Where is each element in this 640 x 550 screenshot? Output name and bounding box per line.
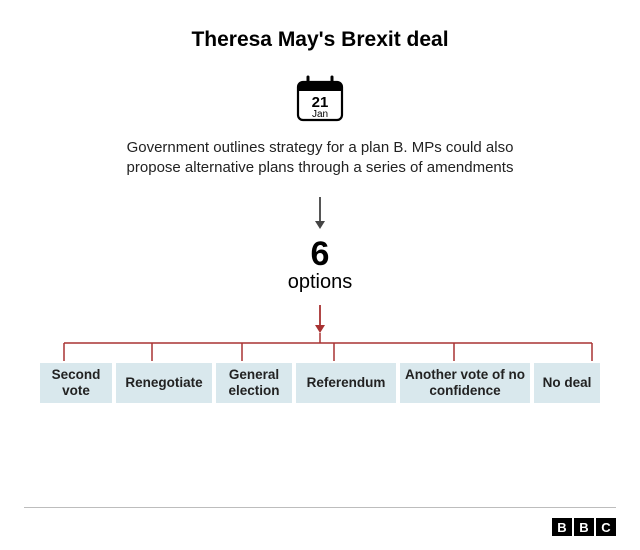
calendar-icon: 21 Jan (290, 74, 350, 124)
description-text: Government outlines strategy for a plan … (110, 138, 530, 179)
bbc-logo-letter: B (552, 518, 572, 536)
option-another-vote: Another vote of no confidence (400, 363, 530, 403)
arrow-down-icon (312, 195, 328, 231)
bbc-logo-letter: B (574, 518, 594, 536)
footer-divider (24, 507, 616, 508)
options-row: Second vote Renegotiate General election… (14, 363, 626, 403)
options-count-number: 6 (0, 237, 640, 271)
branch-connector (14, 303, 626, 363)
calendar-month: Jan (312, 109, 328, 120)
bbc-logo: B B C (552, 518, 616, 536)
option-referendum: Referendum (296, 363, 396, 403)
option-second-vote: Second vote (40, 363, 112, 403)
page-title: Theresa May's Brexit deal (0, 0, 640, 52)
option-general-election: General election (216, 363, 292, 403)
options-count-label: options (0, 271, 640, 293)
bbc-logo-letter: C (596, 518, 616, 536)
option-no-deal: No deal (534, 363, 600, 403)
option-renegotiate: Renegotiate (116, 363, 212, 403)
